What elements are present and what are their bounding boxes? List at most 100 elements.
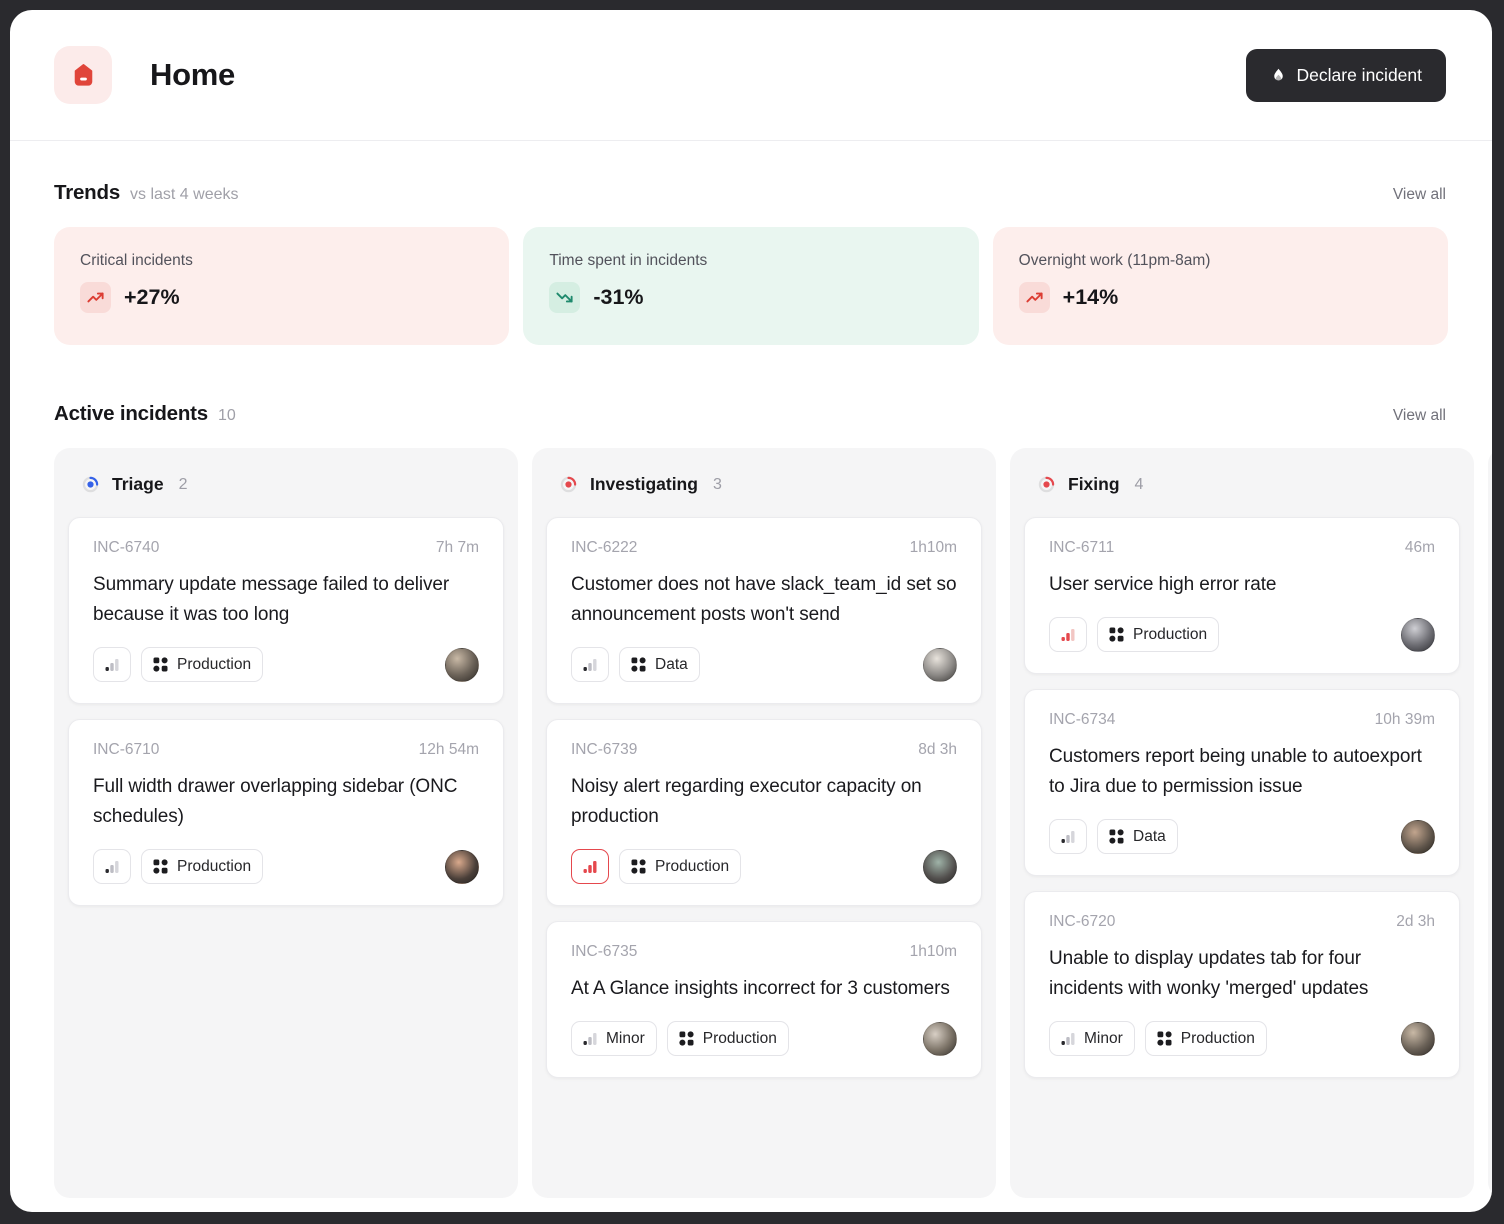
- trends-subtitle: vs last 4 weeks: [130, 186, 239, 203]
- status-column: [1488, 448, 1492, 1198]
- status-column: Investigating 3 INC-6222 1h10m Customer …: [532, 448, 996, 1198]
- assignee-avatar: [923, 849, 957, 884]
- severity-bars-icon: [1061, 1032, 1075, 1045]
- incident-duration: 46m: [1404, 539, 1435, 556]
- incident-id: INC-6739: [571, 741, 638, 758]
- service-label: Production: [655, 857, 730, 875]
- incident-card[interactable]: INC-6734 10h 39m Customers report being …: [1024, 689, 1460, 876]
- trend-direction-icon: [1018, 282, 1050, 313]
- service-grid-icon: [153, 657, 168, 672]
- active-incidents-section: Active incidents 10 View all Triage 2 IN…: [10, 402, 1492, 1198]
- service-grid-icon: [631, 859, 646, 874]
- assignee-avatar: [1401, 1021, 1435, 1056]
- service-label: Production: [1180, 1029, 1255, 1047]
- incident-card[interactable]: INC-6222 1h10m Customer does not have sl…: [546, 517, 982, 704]
- severity-badge: [571, 647, 609, 682]
- severity-label: Minor: [1084, 1029, 1123, 1047]
- status-label: Fixing: [1068, 474, 1120, 494]
- severity-badge: [93, 647, 131, 682]
- flame-icon: [1273, 68, 1283, 82]
- incident-card[interactable]: INC-6739 8d 3h Noisy alert regarding exe…: [546, 719, 982, 906]
- trends-view-all-link[interactable]: View all: [1392, 186, 1446, 203]
- service-badge: Production: [619, 849, 742, 884]
- service-badge: Data: [1097, 819, 1178, 854]
- severity-bars-icon: [583, 658, 597, 671]
- assignee-avatar: [923, 647, 957, 682]
- service-label: Data: [1133, 827, 1166, 845]
- incident-card[interactable]: INC-6735 1h10m At A Glance insights inco…: [546, 921, 982, 1078]
- assignee-avatar: [1401, 819, 1435, 854]
- incident-duration: 1h10m: [909, 539, 957, 556]
- status-count: 2: [178, 475, 188, 493]
- severity-bars-icon: [1061, 830, 1075, 843]
- service-grid-icon: [679, 1031, 694, 1046]
- trend-value: +14%: [1062, 285, 1119, 309]
- trend-card[interactable]: Overnight work (11pm-8am) +14%: [992, 227, 1448, 345]
- incident-title: Customer does not have slack_team_id set…: [571, 574, 957, 625]
- incident-title: Customers report being unable to autoexp…: [1049, 746, 1422, 797]
- service-badge: Production: [141, 647, 264, 682]
- home-icon: [54, 46, 112, 104]
- incident-id: INC-6740: [93, 539, 160, 556]
- column-cards: INC-6711 46m User service high error rat…: [1010, 507, 1474, 1092]
- severity-badge: Minor: [571, 1021, 657, 1056]
- service-grid-icon: [1157, 1031, 1172, 1046]
- trend-label: Critical incidents: [80, 252, 193, 269]
- incident-duration: 8d 3h: [918, 741, 957, 758]
- trend-value: +27%: [124, 285, 180, 309]
- page-title: Home: [150, 57, 235, 92]
- home-page: Home Declare incident Trends vs last 4 w…: [10, 10, 1492, 1212]
- declare-incident-button[interactable]: Declare incident: [1245, 48, 1446, 102]
- trend-cards: Critical incidents +27% Time spent in in…: [10, 227, 1492, 345]
- incident-id: INC-6720: [1049, 913, 1116, 930]
- severity-badge: [571, 849, 609, 884]
- service-grid-icon: [631, 657, 646, 672]
- status-icon: [1038, 476, 1055, 493]
- incident-card[interactable]: INC-6711 46m User service high error rat…: [1024, 517, 1460, 674]
- service-badge: Production: [141, 849, 264, 884]
- status-icon: [560, 476, 577, 493]
- column-cards: INC-6740 7h 7m Summary update message fa…: [54, 507, 518, 920]
- service-badge: Production: [1144, 1021, 1267, 1056]
- trend-direction-icon: [549, 282, 581, 313]
- trend-card[interactable]: Time spent in incidents -31%: [523, 227, 979, 345]
- status-label: Triage: [112, 474, 164, 494]
- severity-bars-icon: [583, 1032, 597, 1045]
- incident-title: Full width drawer overlapping sidebar (O…: [93, 776, 458, 827]
- incident-card[interactable]: INC-6740 7h 7m Summary update message fa…: [68, 517, 504, 704]
- active-incidents-count: 10: [218, 407, 236, 424]
- incident-duration: 12h 54m: [418, 741, 479, 758]
- incident-id: INC-6711: [1049, 539, 1115, 556]
- incident-duration: 1h10m: [909, 943, 957, 960]
- service-label: Data: [655, 655, 688, 673]
- incident-title: User service high error rate: [1049, 574, 1277, 595]
- trend-card[interactable]: Critical incidents +27%: [54, 227, 510, 345]
- incident-id: INC-6222: [571, 539, 638, 556]
- severity-badge: [1049, 819, 1087, 854]
- assignee-avatar: [923, 1021, 957, 1056]
- trend-direction-icon: [80, 282, 111, 313]
- status-count: 4: [1134, 475, 1144, 493]
- trends-section: Trends vs last 4 weeks View all Critical…: [10, 181, 1492, 345]
- incident-card[interactable]: INC-6710 12h 54m Full width drawer overl…: [68, 719, 504, 906]
- service-grid-icon: [1109, 829, 1124, 844]
- declare-incident-label: Declare incident: [1296, 64, 1422, 85]
- incident-title: Noisy alert regarding executor capacity …: [571, 776, 922, 827]
- trend-label: Overnight work (11pm-8am): [1018, 252, 1211, 269]
- service-label: Production: [177, 655, 252, 673]
- incident-duration: 7h 7m: [435, 539, 479, 556]
- status-count: 3: [712, 475, 722, 493]
- page-header: Home Declare incident: [10, 10, 1492, 141]
- incident-id: INC-6710: [93, 741, 160, 758]
- severity-badge: [93, 849, 131, 884]
- service-badge: Production: [1097, 617, 1220, 652]
- incident-id: INC-6734: [1049, 711, 1116, 728]
- status-icon: [82, 476, 99, 493]
- incident-title: Unable to display updates tab for four i…: [1049, 948, 1369, 999]
- severity-bars-icon: [105, 860, 119, 873]
- active-view-all-link[interactable]: View all: [1392, 407, 1446, 424]
- service-label: Production: [177, 857, 252, 875]
- incident-card[interactable]: INC-6720 2d 3h Unable to display updates…: [1024, 891, 1460, 1078]
- incident-id: INC-6735: [571, 943, 638, 960]
- incident-title: Summary update message failed to deliver…: [93, 574, 450, 625]
